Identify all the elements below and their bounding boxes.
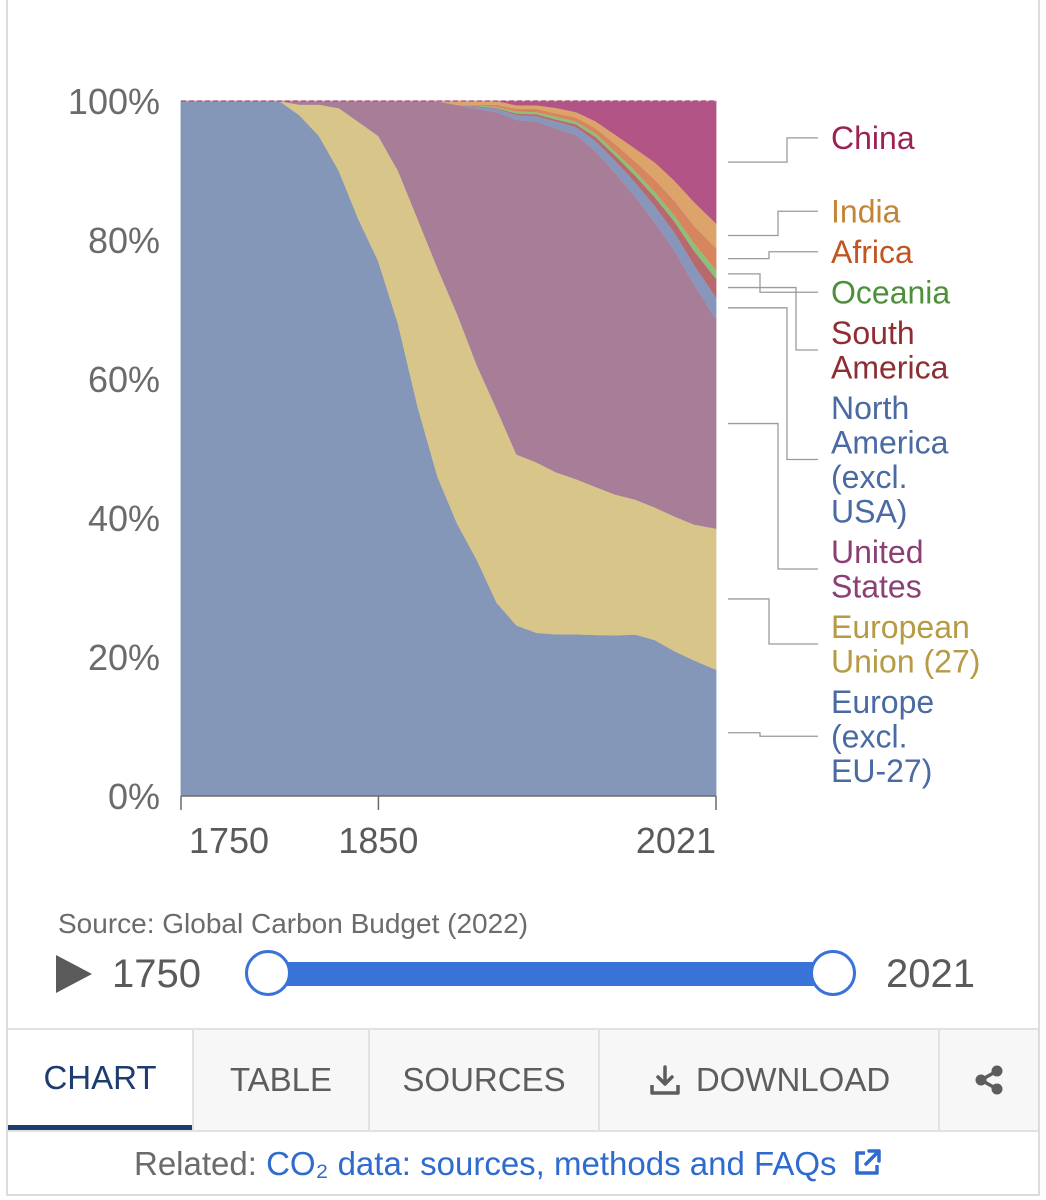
tab-download[interactable]: DOWNLOAD <box>598 1030 938 1130</box>
legend-label: Oceania <box>831 274 950 310</box>
legend-connector <box>728 273 818 293</box>
y-tick-label: 80% <box>88 220 160 261</box>
related-prefix: Related: <box>134 1145 267 1182</box>
legend-labels: China India Africa Oceania South AmericaNorth… <box>728 120 980 789</box>
legend-entry-africa: Africa <box>728 234 913 270</box>
axis-layer: 0% 20% 40% 60% 80% 100% 1750 1850 2021 <box>68 81 717 861</box>
legend-connector <box>728 307 818 461</box>
legend-connector <box>728 137 818 163</box>
source-note: Source: Global Carbon Budget (2022) <box>58 908 529 939</box>
legend-entry-south-america: South America <box>728 286 949 386</box>
legend-connector <box>728 210 818 237</box>
timeline-slider-track[interactable] <box>262 962 834 986</box>
tab-sources-label: SOURCES <box>402 1061 566 1098</box>
y-tick-label: 100% <box>68 81 160 122</box>
legend-label: India <box>831 193 901 229</box>
x-tick-label: 1750 <box>189 820 269 861</box>
legend-label: Africa <box>831 234 913 270</box>
tab-table-label: TABLE <box>229 1061 333 1098</box>
y-tick-label: 0% <box>108 776 160 817</box>
related-line: Related: CO₂ data: sources, methods and … <box>134 1145 883 1183</box>
legend-label: United States <box>831 534 924 605</box>
tab-chart[interactable]: CHART <box>8 1030 192 1130</box>
download-icon <box>650 1065 680 1095</box>
tab-bar: CHART TABLE SOURCES DOWNLOAD <box>8 1028 1038 1132</box>
legend-entry-india: India <box>728 193 901 237</box>
legend-connector <box>728 286 818 351</box>
area-layer <box>180 100 717 797</box>
legend-entry-north-america-excl-usa: North America (excl. USA) <box>728 307 949 529</box>
external-link-icon[interactable] <box>851 1147 883 1179</box>
y-tick-label: 60% <box>88 359 160 400</box>
legend-connector <box>728 422 818 570</box>
legend-label: North America (excl. USA) <box>831 390 949 529</box>
tab-download-label: DOWNLOAD <box>695 1061 891 1098</box>
tab-share[interactable] <box>938 1030 1038 1130</box>
legend-entry-oceania: Oceania <box>728 273 950 310</box>
legend-entry-european-union-27: European Union (27) <box>728 598 980 680</box>
timeline-start-year: 1750 <box>112 952 201 996</box>
legend-connector <box>728 251 818 260</box>
legend-entry-united-states: United States <box>728 422 924 605</box>
share-icon <box>975 1065 1003 1095</box>
x-tick-label: 1850 <box>338 820 418 861</box>
legend-label: South America <box>831 315 949 386</box>
legend-label: European Union (27) <box>831 609 980 680</box>
legend-label: China <box>831 120 915 156</box>
timeline-end-year: 2021 <box>886 952 975 996</box>
legend-connector <box>728 732 818 737</box>
y-tick-label: 20% <box>88 637 160 678</box>
tab-sources[interactable]: SOURCES <box>368 1030 598 1130</box>
legend-connector <box>728 598 818 645</box>
legend-entry-europe-excl-eu-27: Europe (excl. EU-27) <box>728 684 934 789</box>
stacked-area-chart: 0% 20% 40% 60% 80% 100% 1750 1850 2021 China Indi… <box>68 81 980 861</box>
timeline-end-handle[interactable] <box>810 950 856 996</box>
legend-label: Europe (excl. EU-27) <box>831 684 934 789</box>
chart-frame <box>6 0 1040 1196</box>
tab-table[interactable]: TABLE <box>192 1030 368 1130</box>
timeline-start-handle[interactable] <box>245 950 291 996</box>
tab-chart-label: CHART <box>43 1058 157 1096</box>
play-icon[interactable] <box>52 953 100 995</box>
y-tick-label: 40% <box>88 498 160 539</box>
legend-entry-china: China <box>728 120 915 163</box>
x-tick-label: 2021 <box>636 820 716 861</box>
related-link[interactable]: CO₂ data: sources, methods and FAQs <box>266 1145 837 1182</box>
